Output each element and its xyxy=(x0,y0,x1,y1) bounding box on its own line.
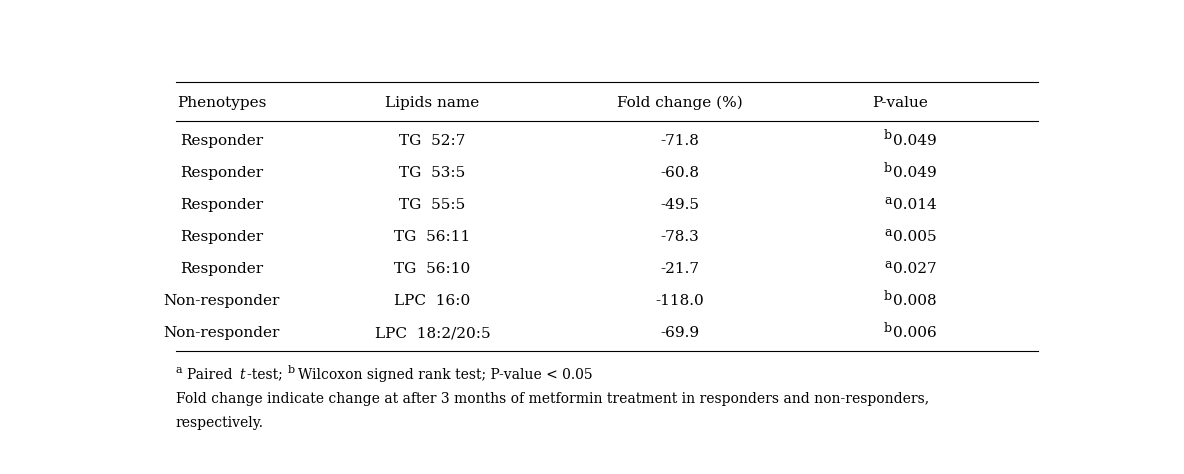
Text: Responder: Responder xyxy=(180,230,263,244)
Text: -60.8: -60.8 xyxy=(661,166,700,180)
Text: Paired: Paired xyxy=(187,368,237,382)
Text: TG  53:5: TG 53:5 xyxy=(399,166,465,180)
Text: a: a xyxy=(884,226,892,239)
Text: 0.049: 0.049 xyxy=(893,166,937,180)
Text: a: a xyxy=(175,365,182,375)
Text: b: b xyxy=(884,290,892,303)
Text: -21.7: -21.7 xyxy=(661,262,700,276)
Text: Fold change (%): Fold change (%) xyxy=(617,95,744,109)
Text: Responder: Responder xyxy=(180,198,263,212)
Text: a: a xyxy=(884,194,892,207)
Text: a: a xyxy=(884,258,892,271)
Text: Responder: Responder xyxy=(180,166,263,180)
Text: t: t xyxy=(239,368,244,382)
Text: -78.3: -78.3 xyxy=(661,230,700,244)
Text: Non-responder: Non-responder xyxy=(163,327,279,340)
Text: TG  52:7: TG 52:7 xyxy=(399,134,465,148)
Text: 0.049: 0.049 xyxy=(893,134,937,148)
Text: 0.008: 0.008 xyxy=(893,294,937,308)
Text: 0.005: 0.005 xyxy=(893,230,937,244)
Text: respectively.: respectively. xyxy=(175,416,264,429)
Text: -118.0: -118.0 xyxy=(656,294,704,308)
Text: Fold change indicate change at after 3 months of metformin treatment in responde: Fold change indicate change at after 3 m… xyxy=(175,392,928,406)
Text: -49.5: -49.5 xyxy=(661,198,700,212)
Text: TG  56:10: TG 56:10 xyxy=(394,262,470,276)
Text: b: b xyxy=(288,365,295,375)
Text: 0.027: 0.027 xyxy=(893,262,937,276)
Text: TG  55:5: TG 55:5 xyxy=(399,198,465,212)
Text: 0.014: 0.014 xyxy=(893,198,937,212)
Text: Non-responder: Non-responder xyxy=(163,294,279,308)
Text: LPC  18:2/20:5: LPC 18:2/20:5 xyxy=(374,327,490,340)
Text: Phenotypes: Phenotypes xyxy=(176,95,266,109)
Text: b: b xyxy=(884,322,892,335)
Text: 0.006: 0.006 xyxy=(893,327,937,340)
Text: TG  56:11: TG 56:11 xyxy=(394,230,470,244)
Text: b: b xyxy=(884,129,892,142)
Text: Responder: Responder xyxy=(180,262,263,276)
Text: P-value: P-value xyxy=(873,95,928,109)
Text: Lipids name: Lipids name xyxy=(385,95,480,109)
Text: -69.9: -69.9 xyxy=(661,327,700,340)
Text: Wilcoxon signed rank test; P-value < 0.05: Wilcoxon signed rank test; P-value < 0.0… xyxy=(297,368,592,382)
Text: -71.8: -71.8 xyxy=(661,134,700,148)
Text: b: b xyxy=(884,162,892,174)
Text: LPC  16:0: LPC 16:0 xyxy=(394,294,470,308)
Text: Responder: Responder xyxy=(180,134,263,148)
Text: -test;: -test; xyxy=(247,368,288,382)
